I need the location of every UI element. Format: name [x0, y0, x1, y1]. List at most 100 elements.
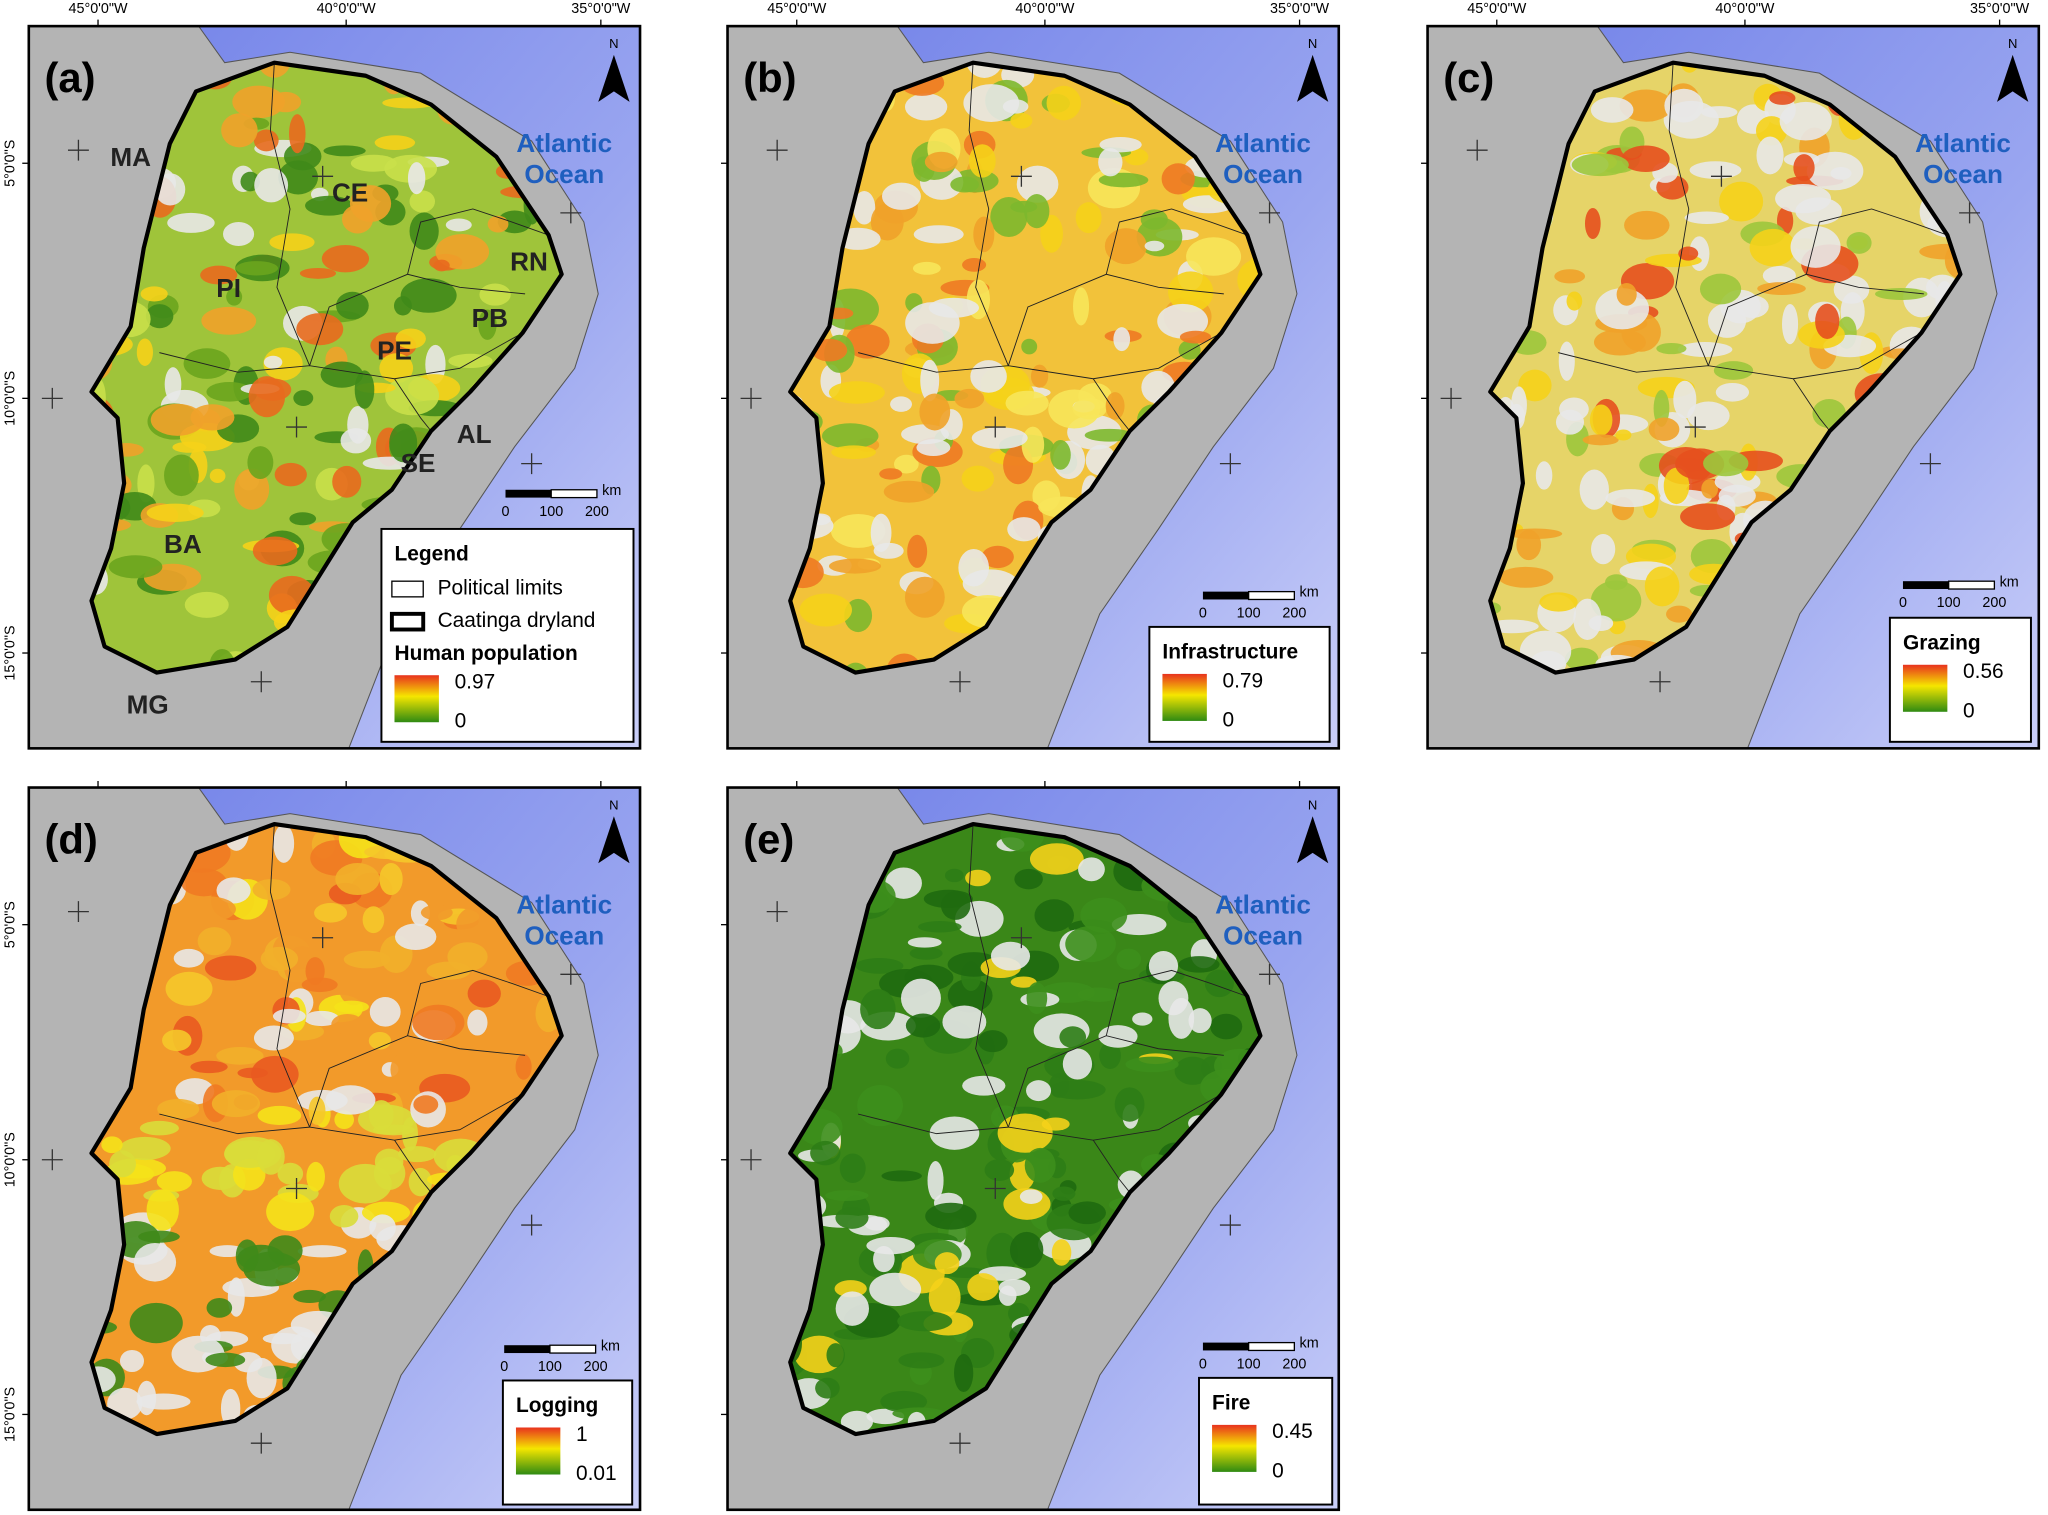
land-use-patch: [826, 1343, 845, 1368]
state-border: [1805, 208, 1948, 275]
land-use-patch: [879, 468, 903, 480]
legend-min: 0.01: [576, 1462, 617, 1485]
legend-variable: Infrastructure: [1162, 641, 1298, 664]
land-use-patch: [1080, 897, 1128, 933]
state-border: [269, 824, 311, 1128]
x-tick-label: 40°0'0"W: [1715, 1, 1775, 17]
land-use-patch: [354, 370, 375, 409]
land-use-patch: [1605, 489, 1656, 508]
land-use-patch: [297, 1245, 347, 1258]
land-use-patch: [1624, 210, 1670, 240]
north-arrow: [1996, 54, 2029, 102]
land-use-patch: [977, 1030, 1008, 1053]
land-use-patch: [1179, 330, 1212, 344]
land-use-patch: [950, 176, 980, 193]
graticule-cross: [560, 963, 582, 985]
graticule-cross: [1259, 963, 1280, 985]
land-use-patch: [253, 129, 279, 152]
land-use-patch: [1210, 1013, 1243, 1040]
land-use-patch: [1084, 428, 1135, 442]
land-use-patch: [916, 439, 951, 457]
north-arrow: [1296, 54, 1329, 102]
land-use-patch: [269, 233, 315, 252]
land-use-patch: [1019, 1189, 1043, 1204]
state-border: [1668, 62, 1709, 366]
state-label: MA: [110, 142, 151, 172]
land-use-patch: [825, 1190, 869, 1201]
land-use-patch: [1719, 181, 1764, 222]
land-use-patch: [1075, 202, 1102, 234]
scale-tick-label: 200: [584, 1359, 608, 1375]
graticule-cross: [312, 165, 334, 187]
graticule-cross: [521, 453, 543, 475]
land-use-patch: [940, 891, 971, 920]
land-use-patch: [1591, 534, 1616, 565]
land-use-patch: [1144, 240, 1165, 252]
land-use-patch: [997, 1113, 1053, 1153]
legend-min: 0: [1963, 699, 1975, 722]
land-use-patch: [1757, 282, 1806, 295]
land-use-patch: [907, 534, 928, 568]
land-use-patch: [397, 1146, 437, 1163]
land-use-patch: [1793, 154, 1815, 182]
land-use-patch: [1059, 1026, 1087, 1048]
caatinga-outline: [788, 822, 1263, 1437]
land-use-patch: [109, 1150, 136, 1178]
land-use-patch: [1098, 172, 1149, 188]
land-use-patch: [870, 203, 904, 241]
land-use-patch: [433, 259, 450, 272]
land-use-patch: [362, 906, 385, 934]
land-use-patch: [304, 1010, 339, 1027]
land-use-patch: [986, 1232, 1018, 1275]
land-use-patch: [323, 145, 366, 157]
state-border: [394, 378, 432, 432]
land-use-patch: [913, 225, 964, 244]
x-tick-label: 40°0'0"W: [317, 1, 377, 17]
color-ramp: [1212, 1424, 1257, 1472]
land-use-patch: [172, 441, 207, 453]
land-use-patch: [1689, 161, 1742, 179]
graticule-cross: [740, 1149, 762, 1171]
land-use-patch: [467, 979, 501, 1008]
graticule-cross: [949, 1432, 971, 1454]
land-use-patch: [883, 480, 935, 503]
scale-tick-label: 0: [502, 504, 510, 520]
state-label: MG: [127, 689, 169, 719]
land-use-patch: [828, 381, 885, 404]
legend-max: 0.56: [1963, 660, 2004, 683]
y-tick-label: 10°0'0"S: [2, 1132, 18, 1187]
land-use-patch: [146, 1189, 179, 1231]
scale-tick-label: 100: [538, 1359, 562, 1375]
land-use-patch: [860, 989, 896, 1030]
color-ramp: [515, 1427, 561, 1475]
land-use-patch: [139, 1120, 179, 1136]
land-use-patch: [325, 1085, 376, 1115]
ocean-label: Atlantic: [1215, 128, 1311, 158]
land-use-patch: [965, 869, 991, 887]
land-use-patch: [947, 978, 993, 1013]
land-use-patch: [1065, 925, 1116, 963]
graticule-cross: [984, 416, 1006, 438]
scale-bar-white: [550, 489, 598, 499]
map-body: [28, 26, 641, 749]
land-use-patch: [408, 1167, 433, 1197]
land-use-patch: [1590, 580, 1642, 622]
land-use-patch: [873, 542, 904, 559]
land-use-patch: [263, 347, 303, 381]
land-use-patch: [1007, 517, 1041, 542]
land-use-patch: [954, 388, 985, 409]
land-use-patch: [1735, 295, 1769, 318]
state-border: [394, 1139, 432, 1193]
scale-tick-label: 100: [1237, 606, 1261, 622]
x-tick-label: 40°0'0"W: [1015, 1, 1075, 17]
land-use-patch: [1558, 341, 1575, 381]
land-use-patch: [929, 1116, 980, 1150]
land-use-patch: [1775, 184, 1832, 214]
land-use-patch: [331, 1014, 364, 1035]
land-use-patch: [893, 454, 919, 474]
land-use-patch: [157, 1098, 200, 1120]
land-use-patch: [334, 1000, 370, 1013]
land-use-patch: [900, 978, 941, 1018]
land-use-patch: [1029, 843, 1084, 875]
land-use-patch: [1790, 226, 1841, 268]
